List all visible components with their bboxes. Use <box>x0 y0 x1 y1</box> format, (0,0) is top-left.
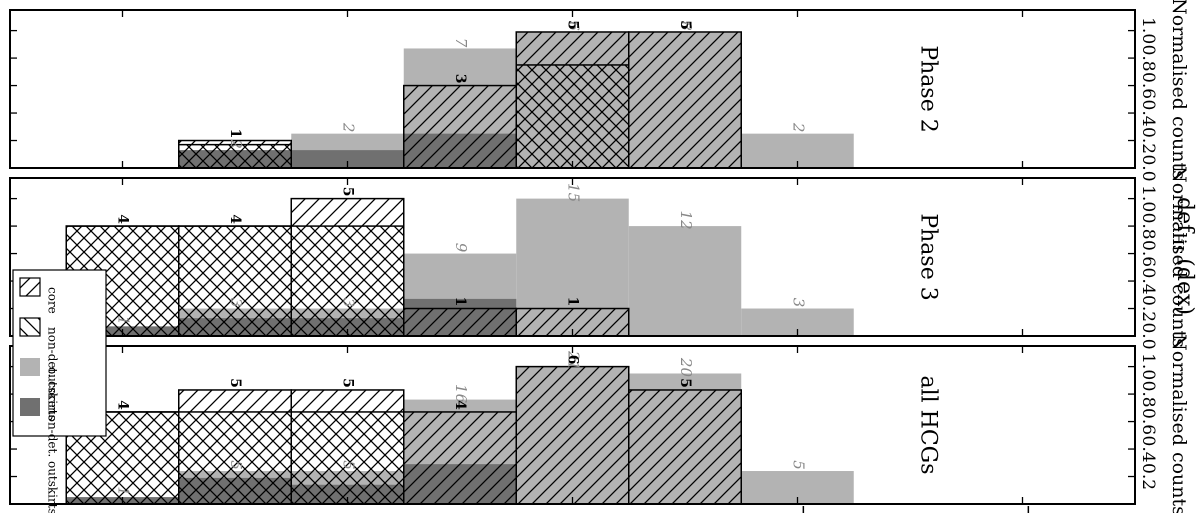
x-axis-label-subscript: HI <box>1169 232 1187 251</box>
outskirts-count-label: 8 <box>677 21 695 31</box>
core-bar <box>403 307 517 337</box>
nondet-core-bar <box>290 411 405 505</box>
nondet-outskirts-bar <box>291 150 404 168</box>
outskirts-count-label: 3 <box>790 298 808 308</box>
legend-swatch <box>20 398 40 416</box>
x-tick-label: 0 <box>568 512 590 513</box>
core-bar <box>628 31 742 169</box>
outskirts-count-label: 5 <box>227 460 245 470</box>
y-tick-label: 0.4 <box>1138 100 1158 127</box>
y-tick-label: 0.0 <box>1138 154 1158 181</box>
y-tick-label: 0.2 <box>1138 127 1158 154</box>
nondet-core-bar <box>290 225 405 337</box>
outskirts-count-label: 2 <box>340 122 358 133</box>
legend-label: core <box>46 287 60 314</box>
outskirts-count-label: 1 <box>115 486 133 496</box>
core-count-label: 4 <box>115 400 131 410</box>
y-tick-label: 0.6 <box>1138 408 1158 435</box>
core-count-label: 1 <box>452 297 468 307</box>
outskirts-count-label: 5 <box>340 460 358 470</box>
outskirts-count-label: 2 <box>790 122 808 133</box>
core-bar <box>403 411 517 505</box>
core-count-label: 5 <box>677 378 693 388</box>
x-tick-label: −2 <box>1018 504 1040 513</box>
core-count-label: 4 <box>452 400 468 410</box>
y-tick-label: 1.0 <box>1138 185 1158 212</box>
core-count-label: 5 <box>677 20 693 30</box>
y-tick-label: 0.8 <box>1138 45 1158 72</box>
outskirts-count-label: 3 <box>227 298 245 308</box>
legend-swatch <box>19 277 41 297</box>
y-tick-label: 0.0 <box>1138 322 1158 349</box>
core-count-label: 5 <box>227 378 243 388</box>
y-axis-label: Normalised counts <box>1168 166 1190 348</box>
outskirts-count-label: 15 <box>565 183 583 202</box>
outskirts-count-label: 9 <box>452 243 470 253</box>
legend-label: non-det. outskirts <box>46 407 60 513</box>
outskirts-count-label: 2 <box>227 138 245 149</box>
core-count-label: 4 <box>227 214 243 224</box>
y-tick-label: 0.8 <box>1138 381 1158 408</box>
legend-swatch <box>19 317 41 337</box>
legend-label: outskirts <box>46 367 60 421</box>
core-bar <box>403 84 517 169</box>
y-tick-label: 0.6 <box>1138 240 1158 267</box>
outskirts-bar <box>628 226 742 336</box>
panel-title: Phase 2 <box>915 45 940 132</box>
outskirts-count-label: 6 <box>565 21 583 31</box>
y-axis-label: Normalised counts <box>1168 0 1190 180</box>
legend-label: non-det. core <box>46 327 60 408</box>
core-bar <box>628 389 742 505</box>
core-count-label: 6 <box>565 355 581 365</box>
legend-swatch <box>20 358 40 376</box>
y-tick-label: 0.4 <box>1138 268 1158 295</box>
x-tick-label: 2 <box>118 512 140 513</box>
outskirts-count-label: 3 <box>340 298 358 308</box>
core-count-label: 1 <box>565 297 581 307</box>
y-tick-label: 0.2 <box>1138 295 1158 322</box>
outskirts-count-label: 16 <box>452 384 470 404</box>
y-tick-label: 0.4 <box>1138 436 1158 463</box>
core-count-label: 1 <box>227 129 243 139</box>
x-tick-label: 1 <box>343 512 365 513</box>
y-axis-label: Normalised counts <box>1168 334 1190 513</box>
core-count-label: 3 <box>452 74 468 84</box>
core-count-label: 5 <box>340 187 356 197</box>
outskirts-count-label: 1 <box>115 316 133 326</box>
core-bar <box>515 365 630 505</box>
outskirts-count-label: 12 <box>677 211 695 230</box>
nondet-core-bar <box>515 64 630 169</box>
nondet-core-bar <box>178 225 292 337</box>
panel-title: Phase 3 <box>915 213 940 300</box>
panel-title: all HCGs <box>915 375 940 474</box>
outskirts-count-label: 7 <box>452 38 470 48</box>
outskirts-count-label: 20 <box>677 357 695 378</box>
core-count-label: 5 <box>340 378 356 388</box>
x-tick-label: −1 <box>793 504 815 513</box>
x-axis-label-unit: (dex) <box>1172 251 1197 315</box>
outskirts-count-label: 5 <box>790 460 808 470</box>
y-tick-label: 0.2 <box>1138 463 1158 490</box>
x-axis-label-main: def <box>1172 197 1197 234</box>
y-tick-label: 1.0 <box>1138 17 1158 44</box>
y-tick-label: 1.0 <box>1138 353 1158 380</box>
core-count-label: 5 <box>565 20 581 30</box>
nondet-core-bar <box>178 411 292 505</box>
panel-1: 2 8 6 7 2 2 5 5 3 1 0.00.20.40.60.81.0 Normalised c… <box>9 0 1190 182</box>
core-count-label: 4 <box>115 214 131 224</box>
y-tick-label: 0.8 <box>1138 213 1158 240</box>
x-axis-label: defHI (dex) <box>1169 197 1197 315</box>
y-tick-label: 0.6 <box>1138 72 1158 99</box>
outskirts-count-label: 21 <box>565 350 583 370</box>
